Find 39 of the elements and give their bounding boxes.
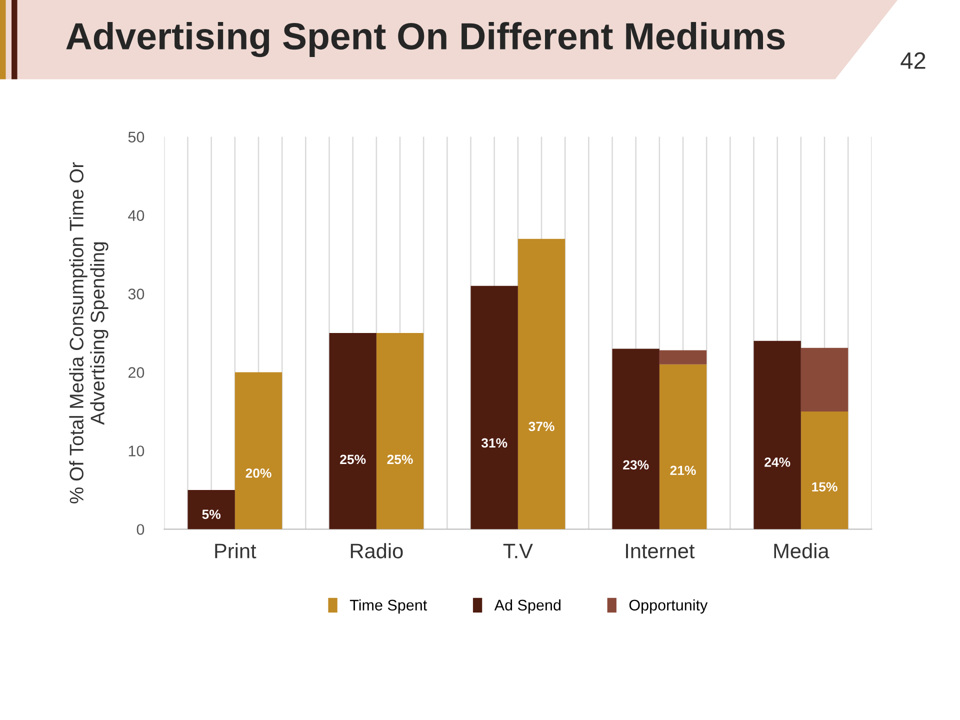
- y-tick-label: 30: [128, 288, 144, 300]
- legend-label: Opportunity: [629, 599, 708, 614]
- text: 42: [900, 52, 926, 69]
- bar: [659, 350, 707, 364]
- y-tick-label: 0: [136, 524, 144, 535]
- data-label: 31%: [481, 438, 508, 448]
- y-tick-label: 50: [128, 132, 144, 142]
- x-tick-label: Radio: [350, 543, 403, 558]
- bar: [329, 333, 376, 530]
- data-label: 20%: [246, 468, 272, 478]
- data-label: 23%: [623, 460, 649, 470]
- data-label: 24%: [764, 457, 790, 467]
- bar: [659, 364, 707, 530]
- data-label: 25%: [340, 454, 366, 464]
- bar: [800, 348, 848, 412]
- x-tick-label: Internet: [626, 544, 695, 558]
- bar: [754, 340, 801, 530]
- chart-title: Advertising Spent On Different Mediums: [66, 22, 785, 58]
- legend-label: Ad Spend: [494, 599, 560, 614]
- bar: [234, 372, 282, 530]
- x-tick-label: Print: [215, 543, 256, 558]
- data-label: 21%: [670, 466, 696, 476]
- bar: [518, 238, 566, 530]
- legend-label: Time Spent: [350, 599, 428, 614]
- y-axis-title: % Of Total Media Consumption Time Or Advertising Spending: [69, 162, 108, 504]
- y-tick-label: 10: [128, 446, 144, 456]
- bar: [612, 348, 660, 530]
- bar: [470, 286, 518, 530]
- data-label: 5%: [202, 510, 221, 520]
- y-tick-label: 20: [128, 367, 144, 378]
- x-tick-label: T.V: [503, 544, 533, 558]
- bar: [800, 411, 848, 530]
- x-tick-label: Media: [774, 543, 830, 558]
- y-tick-label: 40: [128, 210, 144, 221]
- bar: [376, 333, 424, 530]
- data-label: 37%: [528, 422, 554, 432]
- data-label: 25%: [387, 454, 413, 464]
- bar: [188, 490, 235, 530]
- data-label: 15%: [812, 482, 838, 492]
